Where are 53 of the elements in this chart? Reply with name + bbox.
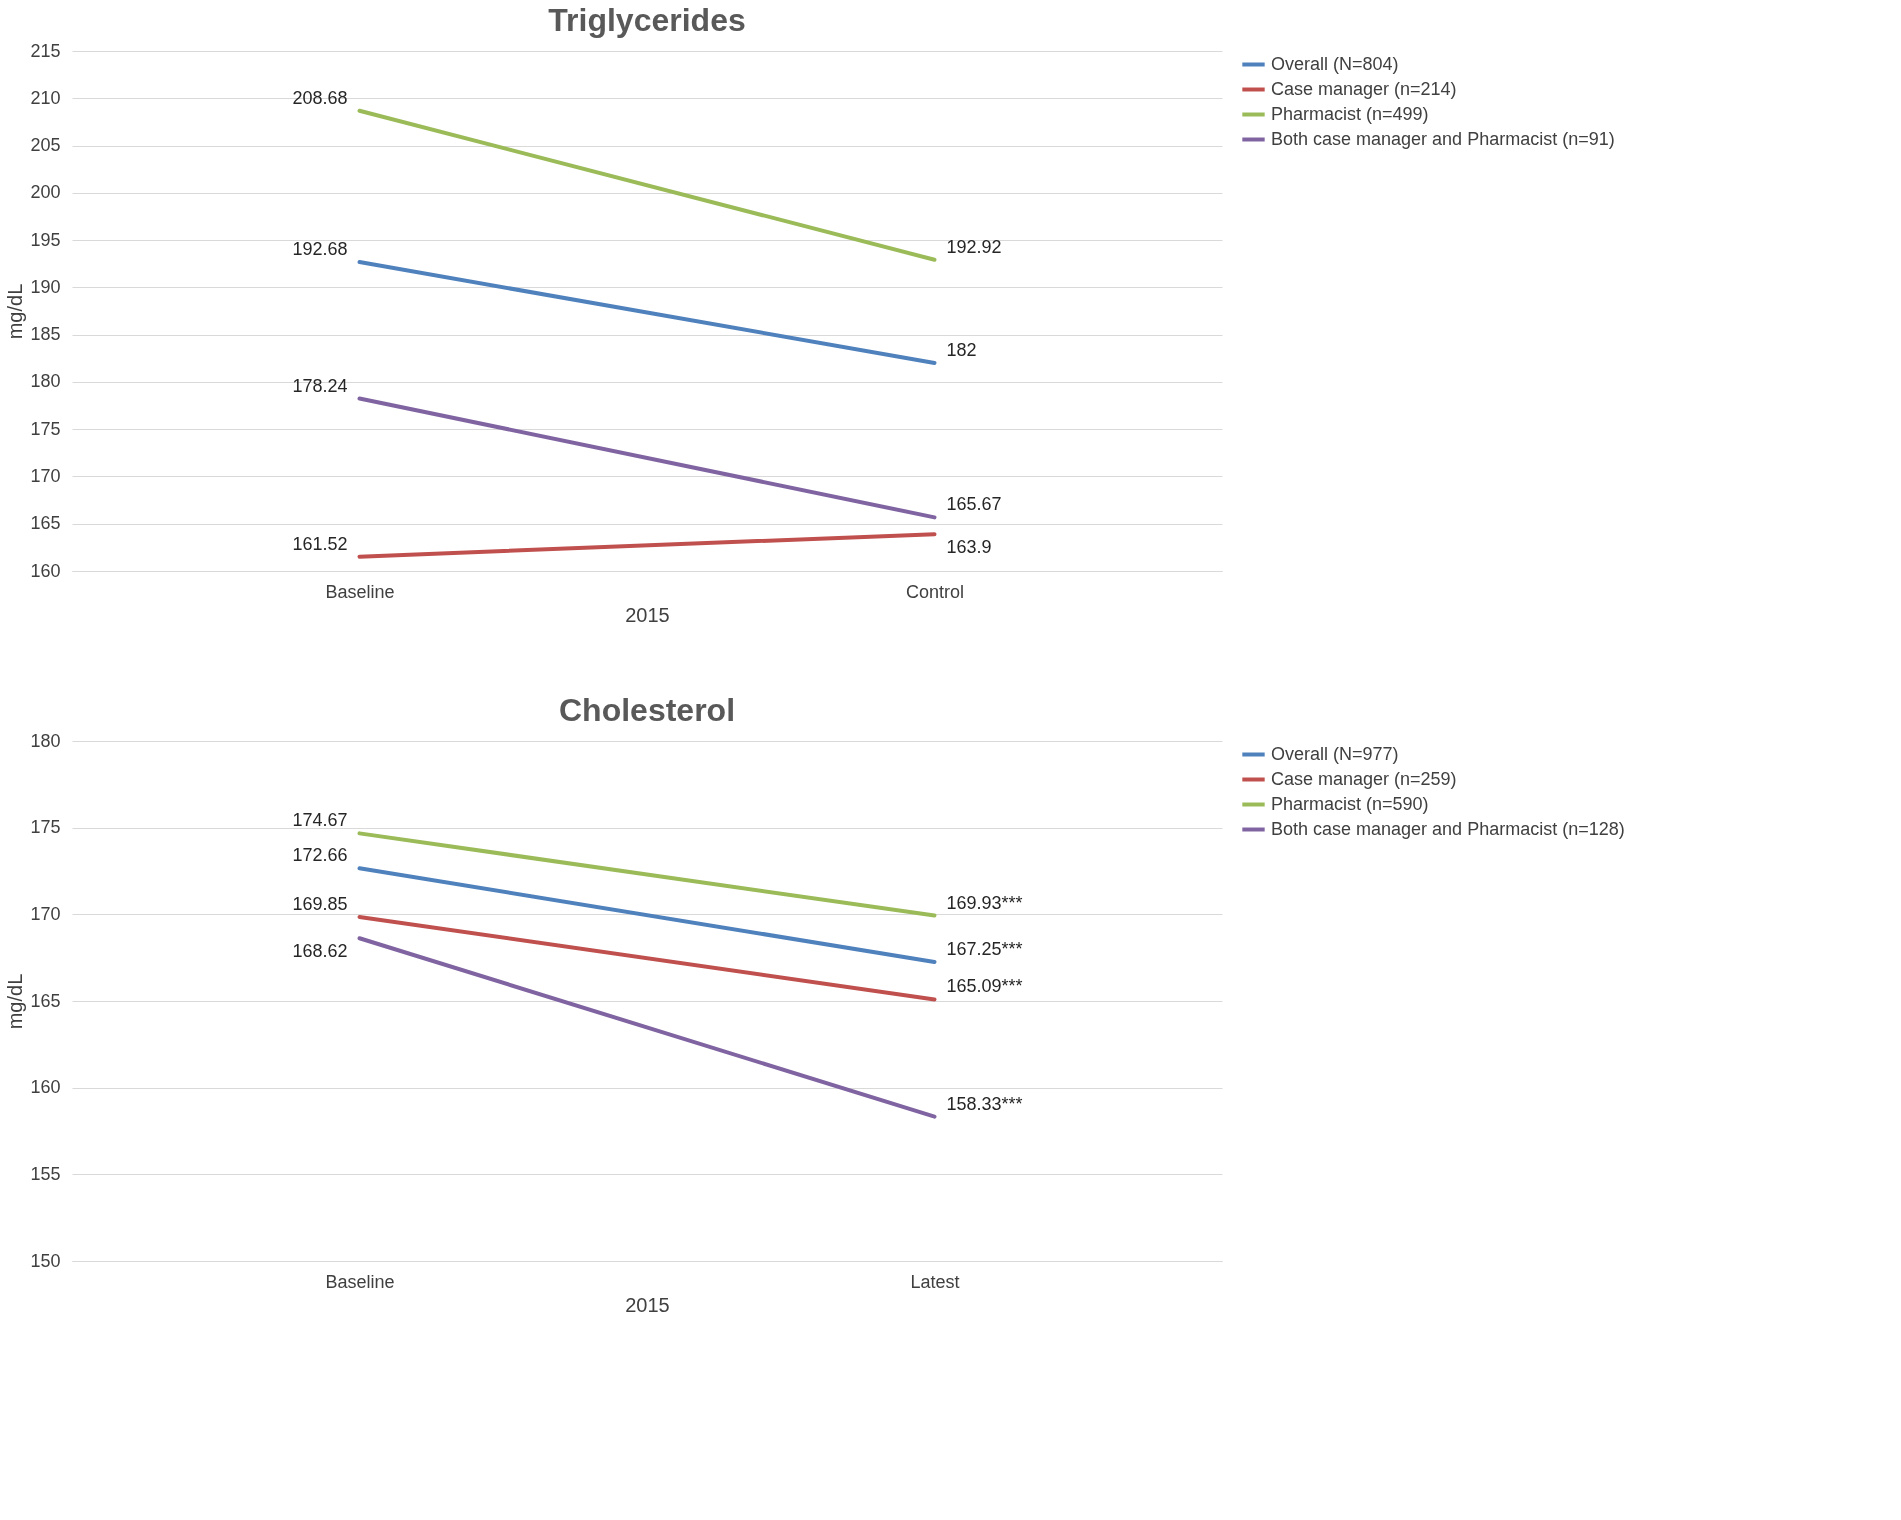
data-label: 165.09*** xyxy=(946,976,1023,997)
data-label: 174.67 xyxy=(292,810,348,831)
y-axis-title: mg/dL xyxy=(4,973,27,1030)
y-tick-label: 195 xyxy=(30,229,61,250)
chart-title: Triglycerides xyxy=(548,2,746,38)
data-label: 163.9 xyxy=(946,537,992,558)
y-tick-label: 165 xyxy=(30,513,61,534)
y-tick-label: 150 xyxy=(30,1250,61,1271)
y-tick-label: 210 xyxy=(30,87,61,108)
data-label: 161.52 xyxy=(292,533,348,554)
y-tick-label: 200 xyxy=(30,182,61,203)
data-label: 168.62 xyxy=(292,941,348,962)
y-tick-label: 190 xyxy=(30,276,61,297)
y-tick-label: 180 xyxy=(30,730,61,751)
data-label: 182 xyxy=(946,340,977,360)
y-tick-label: 175 xyxy=(30,418,61,439)
data-label: 165.67 xyxy=(946,494,1002,515)
legend-label: Case manager (n=259) xyxy=(1271,768,1457,789)
data-label: 167.25*** xyxy=(946,939,1023,959)
legend-label: Both case manager and Pharmacist (n=91) xyxy=(1271,128,1615,149)
y-tick-label: 165 xyxy=(30,990,61,1011)
data-label: 178.24 xyxy=(292,375,348,396)
x-tick-label: Latest xyxy=(910,1271,960,1292)
data-label: 169.85 xyxy=(292,893,348,914)
data-label: 172.66 xyxy=(292,845,348,866)
legend-label: Pharmacist (n=499) xyxy=(1271,103,1429,124)
data-label: 208.68 xyxy=(292,87,348,108)
x-axis-title: 2015 xyxy=(625,1293,670,1316)
y-axis-title: mg/dL xyxy=(4,283,27,340)
y-tick-label: 185 xyxy=(30,324,61,345)
x-tick-label: Control xyxy=(905,581,965,602)
x-tick-label: Baseline xyxy=(325,581,395,602)
legend-label: Both case manager and Pharmacist (n=128) xyxy=(1271,818,1625,839)
data-label: 169.93*** xyxy=(946,892,1023,913)
x-tick-label: Baseline xyxy=(325,1271,395,1292)
y-tick-label: 155 xyxy=(30,1163,61,1184)
y-tick-label: 170 xyxy=(30,465,61,486)
data-label: 158.33*** xyxy=(946,1093,1023,1114)
y-tick-label: 175 xyxy=(30,817,61,838)
legend-label: Overall (N=977) xyxy=(1271,743,1399,764)
legend-label: Overall (N=804) xyxy=(1271,53,1399,74)
chart-title: Cholesterol xyxy=(558,692,736,728)
x-axis-title: 2015 xyxy=(625,603,670,626)
y-tick-label: 160 xyxy=(30,1077,61,1098)
legend-label: Case manager (n=214) xyxy=(1271,78,1457,99)
y-tick-label: 180 xyxy=(30,371,61,392)
y-tick-label: 215 xyxy=(30,40,61,61)
y-tick-label: 160 xyxy=(30,560,61,581)
data-label: 192.92 xyxy=(946,236,1002,257)
legend-label: Pharmacist (n=590) xyxy=(1271,793,1429,814)
y-tick-label: 205 xyxy=(30,135,61,156)
y-tick-label: 170 xyxy=(30,903,61,924)
data-label: 192.68 xyxy=(292,239,348,260)
